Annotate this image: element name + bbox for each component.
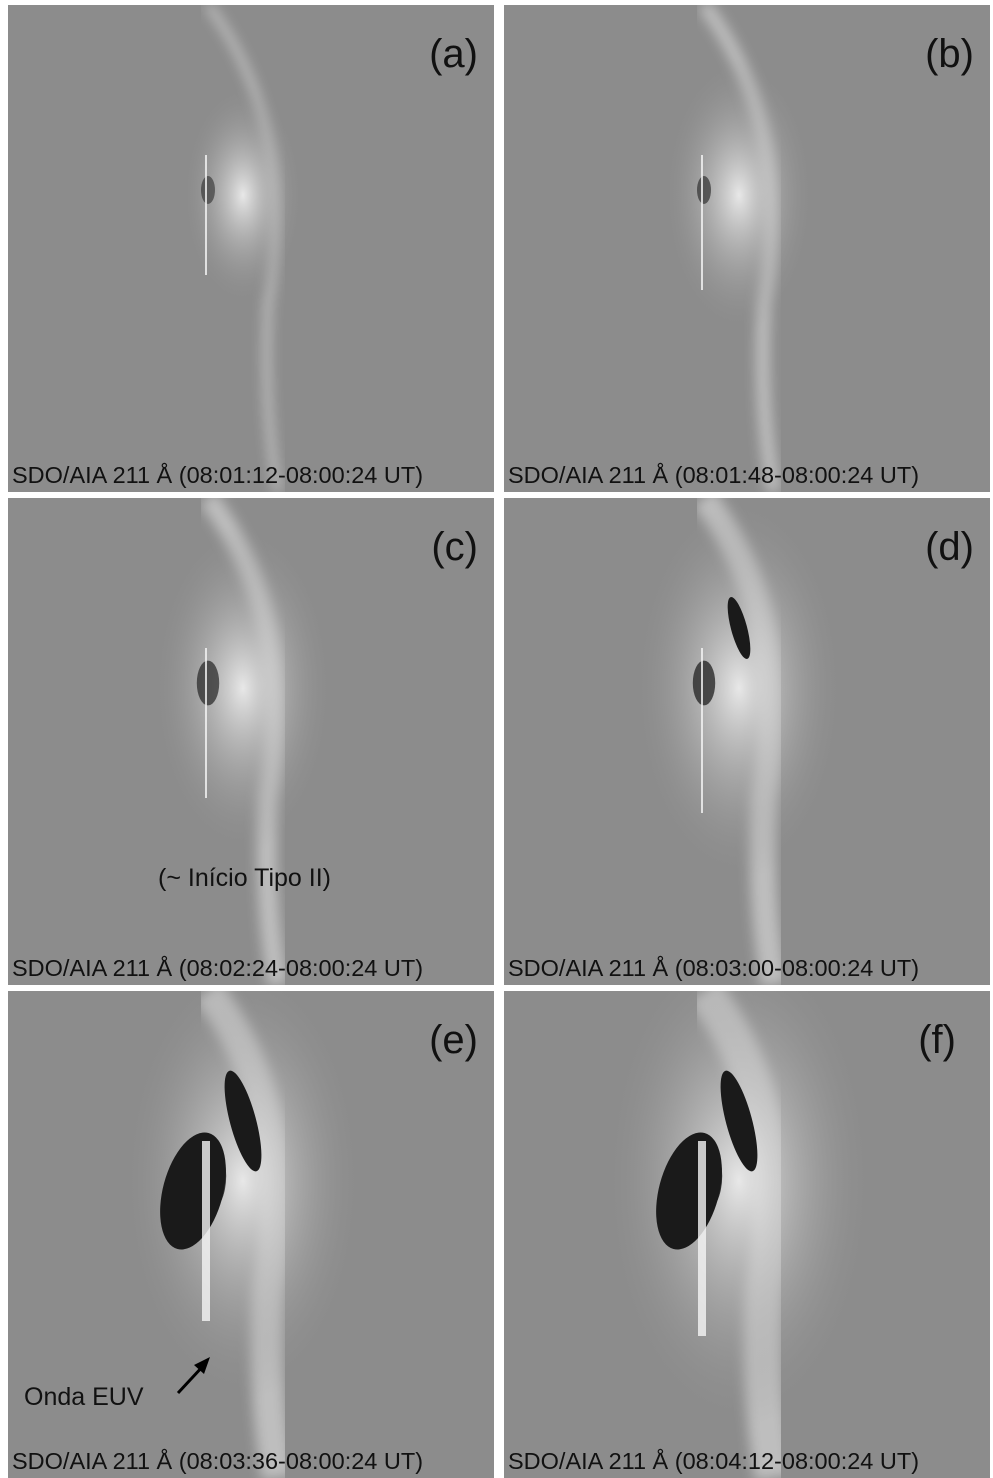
bright-region (634, 498, 844, 881)
annotation: (~ Início Tipo II) (158, 864, 331, 892)
panel-caption: SDO/AIA 211 Å (08:03:36-08:00:24 UT) (12, 1447, 423, 1474)
bright-region (664, 58, 814, 333)
panel-caption: SDO/AIA 211 Å (08:02:24-08:00:24 UT) (12, 954, 423, 981)
panel-caption: SDO/AIA 211 Å (08:01:12-08:00:24 UT) (12, 461, 423, 488)
dark-patch (697, 176, 711, 204)
panel-label: (e) (429, 1018, 478, 1062)
panel-caption: SDO/AIA 211 Å (08:04:12-08:00:24 UT) (508, 1447, 919, 1474)
image-panel: (a) SDO/AIA 211 Å (08:01:12-08:00:24 UT) (8, 5, 494, 492)
bright-region (183, 85, 303, 305)
panel-caption: SDO/AIA 211 Å (08:03:00-08:00:24 UT) (508, 954, 919, 981)
panel-caption: SDO/AIA 211 Å (08:01:48-08:00:24 UT) (508, 461, 919, 488)
figure: (a)SDO/AIA 211 Å (08:01:12-08:00:24 UT)(… (0, 0, 993, 1478)
dark-patch (201, 176, 215, 204)
image-panel: (c) SDO/AIA 211 Å (08:02:24-08:00:24 UT) (… (8, 498, 494, 985)
image-panel: (b) SDO/AIA 211 Å (08:01:48-08:00:24 UT) (504, 5, 990, 492)
panel-label: (c) (431, 525, 478, 569)
bright-region (153, 523, 333, 853)
panel-label: (d) (925, 525, 974, 569)
annotation: Onda EUV (24, 1383, 144, 1411)
panel-label: (b) (925, 32, 974, 76)
image-panel: (f) SDO/AIA 211 Å (08:04:12-08:00:24 UT) (504, 991, 990, 1478)
dark-patch (197, 661, 219, 706)
panel-label: (f) (918, 1018, 956, 1062)
image-panel: (e) SDO/AIA 211 Å (08:03:36-08:00:24 UT) O… (8, 991, 494, 1478)
panel-label: (a) (429, 32, 478, 76)
dark-patch (693, 661, 715, 706)
image-panel: (d) SDO/AIA 211 Å (08:03:00-08:00:24 UT) (504, 498, 990, 985)
